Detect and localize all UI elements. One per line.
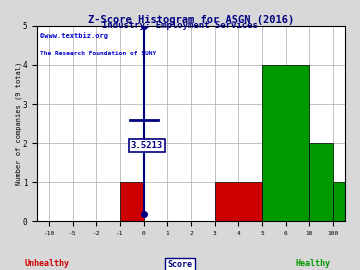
Bar bbox=[333, 182, 357, 221]
Text: The Research Foundation of SUNY: The Research Foundation of SUNY bbox=[40, 51, 157, 56]
Bar bbox=[215, 182, 262, 221]
Text: Score: Score bbox=[167, 260, 193, 269]
Bar bbox=[310, 143, 333, 221]
Bar bbox=[120, 182, 144, 221]
Bar bbox=[262, 65, 310, 221]
Text: ©www.textbiz.org: ©www.textbiz.org bbox=[40, 32, 108, 39]
Text: Industry: Employment Services: Industry: Employment Services bbox=[102, 21, 258, 30]
Text: 3.5213: 3.5213 bbox=[131, 141, 163, 150]
Title: Z-Score Histogram for ASGN (2016): Z-Score Histogram for ASGN (2016) bbox=[88, 15, 294, 25]
Y-axis label: Number of companies (9 total): Number of companies (9 total) bbox=[15, 62, 22, 185]
Text: Healthy: Healthy bbox=[296, 259, 331, 268]
Text: Unhealthy: Unhealthy bbox=[24, 259, 69, 268]
